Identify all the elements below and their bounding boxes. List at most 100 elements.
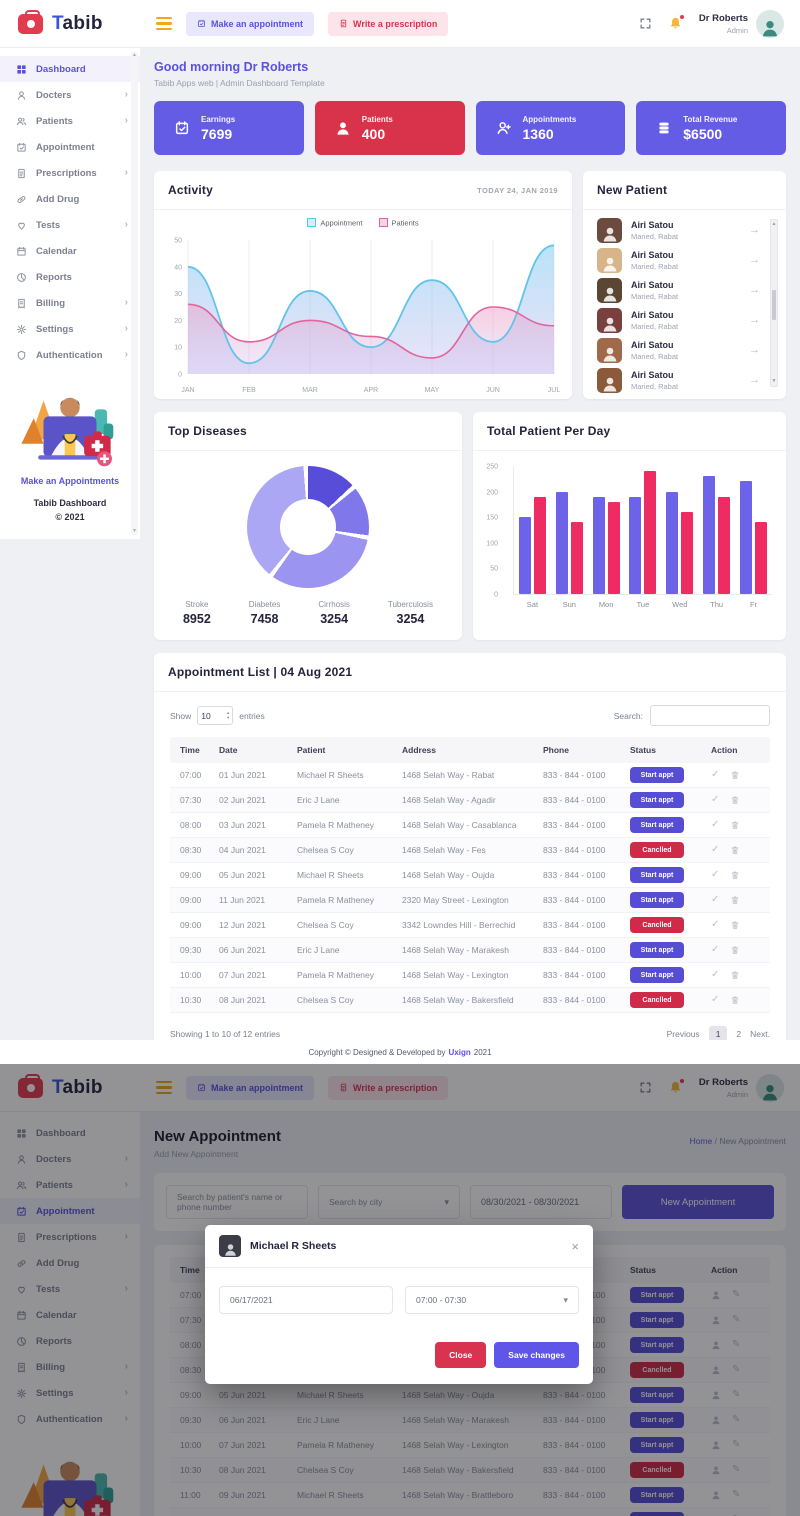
check-icon[interactable]: ✓	[711, 944, 720, 955]
sidebar-item[interactable]: Tests ›	[0, 1276, 140, 1302]
sidebar-item[interactable]: Calendar ›	[0, 238, 140, 264]
sidebar-item[interactable]: Docters ›	[0, 82, 140, 108]
check-icon[interactable]: ✓	[711, 844, 720, 855]
pagination-page-2[interactable]: 2	[736, 1029, 742, 1039]
arrow-right-icon[interactable]: →	[749, 374, 760, 386]
status-badge[interactable]: Start appt	[630, 967, 684, 983]
sidebar-item[interactable]: Dashboard ›	[0, 56, 140, 82]
footer-brand-link[interactable]: Uxign	[448, 1047, 471, 1057]
check-icon[interactable]: ✓	[711, 769, 720, 780]
sidebar-item[interactable]: Tests ›	[0, 212, 140, 238]
patient-list-item[interactable]: Airi Satou Maried, Rabat →	[597, 275, 760, 305]
patient-search-input[interactable]: Search by patient's name or phone number	[166, 1185, 308, 1219]
make-appointment-button[interactable]: Make an appointment	[186, 1075, 315, 1100]
arrow-right-icon[interactable]: →	[749, 344, 760, 356]
patient-list-item[interactable]: Airi Satou Maried, Rabat →	[597, 305, 760, 335]
write-prescription-button[interactable]: Write a prescription	[328, 1075, 449, 1100]
check-icon[interactable]: ✓	[711, 919, 720, 930]
arrow-right-icon[interactable]: →	[749, 314, 760, 326]
arrow-right-icon[interactable]: →	[749, 284, 760, 296]
sidebar-item[interactable]: Prescriptions ›	[0, 1224, 140, 1250]
patient-list-item[interactable]: Airi Satou Maried, Rabat →	[597, 365, 760, 395]
sidebar-item[interactable]: Patients ›	[0, 1172, 140, 1198]
status-badge[interactable]: Start appt	[630, 867, 684, 883]
status-badge[interactable]: Start appt	[630, 1337, 684, 1353]
city-select[interactable]: Search by city ▾	[318, 1185, 460, 1219]
date-range-input[interactable]: 08/30/2021 - 08/30/2021	[470, 1185, 612, 1219]
check-icon[interactable]: ✓	[711, 894, 720, 905]
modal-close-button[interactable]: Close	[435, 1342, 487, 1368]
sidebar-item[interactable]: Reports ›	[0, 1328, 140, 1354]
status-badge[interactable]: Start appt	[630, 1412, 684, 1428]
sidebar-item[interactable]: Calendar ›	[0, 1302, 140, 1328]
edit-pencil-icon[interactable]: ✎	[732, 1314, 741, 1325]
notifications-bell-icon[interactable]	[668, 15, 684, 31]
patient-list-item[interactable]: Airi Satou Maried, Rabat →	[597, 245, 760, 275]
status-badge[interactable]: Start appt	[630, 892, 684, 908]
edit-pencil-icon[interactable]: ✎	[732, 1414, 741, 1425]
trash-icon[interactable]	[730, 820, 740, 830]
hamburger-menu-icon[interactable]	[156, 1081, 172, 1094]
edit-pencil-icon[interactable]: ✎	[732, 1339, 741, 1350]
status-badge[interactable]: Start appt	[630, 1437, 684, 1453]
status-badge[interactable]: Start appt	[630, 1287, 684, 1303]
sidebar-item[interactable]: Settings ›	[0, 1380, 140, 1406]
breadcrumb-home[interactable]: Home	[689, 1136, 713, 1146]
edit-pencil-icon[interactable]: ✎	[732, 1515, 740, 1516]
patient-list-item[interactable]: Airi Satou Maried, Rabat →	[597, 335, 760, 365]
status-badge[interactable]: Canclled	[630, 1462, 684, 1478]
trash-icon[interactable]	[730, 895, 740, 905]
edit-pencil-icon[interactable]: ✎	[732, 1289, 741, 1300]
edit-pencil-icon[interactable]: ✎	[732, 1389, 741, 1400]
arrow-right-icon[interactable]: →	[749, 254, 760, 266]
arrow-right-icon[interactable]: →	[749, 224, 760, 236]
page-size-select[interactable]: 10 ▴ ▾	[197, 706, 234, 725]
sidebar-item[interactable]: Authentication ›	[0, 342, 140, 368]
trash-icon[interactable]	[730, 945, 740, 955]
status-badge[interactable]: Start appt	[630, 792, 684, 808]
status-badge[interactable]: Canclled	[630, 1362, 684, 1378]
check-icon[interactable]: ✓	[711, 994, 720, 1005]
sidebar-item[interactable]: Appointment ›	[0, 1198, 140, 1224]
sidebar-scrollbar[interactable]	[131, 52, 138, 535]
sidebar-item[interactable]: Reports ›	[0, 264, 140, 290]
sidebar-item[interactable]: Dashboard ›	[0, 1120, 140, 1146]
status-badge[interactable]: Canclled	[630, 917, 684, 933]
hamburger-menu-icon[interactable]	[156, 17, 172, 30]
status-badge[interactable]: Canclled	[630, 992, 684, 1008]
pagination-next[interactable]: Next.	[750, 1029, 770, 1039]
sidebar-item[interactable]: Billing ›	[0, 290, 140, 316]
write-prescription-button[interactable]: Write a prescription	[328, 11, 449, 36]
edit-pencil-icon[interactable]: ✎	[732, 1364, 741, 1375]
trash-icon[interactable]	[730, 970, 740, 980]
sidebar-item[interactable]: Authentication ›	[0, 1406, 140, 1432]
status-badge[interactable]: Start appt	[630, 1487, 684, 1503]
sidebar-item[interactable]: Add Drug ›	[0, 186, 140, 212]
edit-pencil-icon[interactable]: ✎	[732, 1464, 741, 1475]
user-menu[interactable]: Dr Roberts Admin	[699, 1073, 784, 1102]
status-badge[interactable]: Start appt	[630, 817, 684, 833]
brand[interactable]: Tabib	[0, 9, 148, 35]
appointment-time-select[interactable]: 07:00 - 07:30 ▾	[405, 1286, 579, 1314]
trash-icon[interactable]	[730, 795, 740, 805]
sidebar-item[interactable]: Docters ›	[0, 1146, 140, 1172]
sidebar-item[interactable]: Billing ›	[0, 1354, 140, 1380]
trash-icon[interactable]	[730, 920, 740, 930]
appointment-date-input[interactable]: 06/17/2021	[219, 1286, 393, 1314]
status-badge[interactable]: Start appt	[630, 1387, 684, 1403]
pagination-page-1[interactable]: 1	[708, 1026, 728, 1042]
sidebar-item[interactable]: Appointment ›	[0, 134, 140, 160]
modal-save-button[interactable]: Save changes	[494, 1342, 579, 1368]
status-badge[interactable]: Start appt	[630, 1512, 684, 1516]
check-icon[interactable]: ✓	[711, 819, 720, 830]
trash-icon[interactable]	[730, 995, 740, 1005]
edit-pencil-icon[interactable]: ✎	[732, 1489, 741, 1500]
check-icon[interactable]: ✓	[711, 794, 720, 805]
fullscreen-icon[interactable]	[639, 17, 652, 30]
status-badge[interactable]: Start appt	[630, 942, 684, 958]
check-icon[interactable]: ✓	[711, 969, 720, 980]
status-badge[interactable]: Canclled	[630, 842, 684, 858]
make-appointment-button[interactable]: Make an appointment	[186, 11, 315, 36]
user-menu[interactable]: Dr Roberts Admin	[699, 9, 784, 38]
notifications-bell-icon[interactable]	[668, 1079, 684, 1095]
